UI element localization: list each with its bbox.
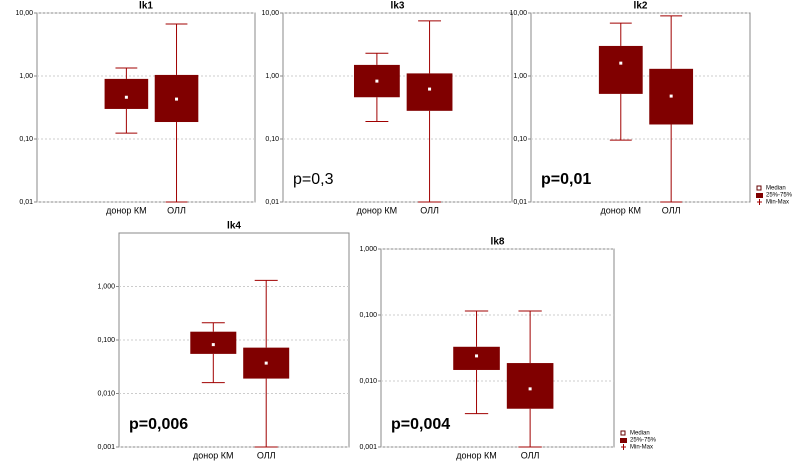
y-tick-label: 1,000 (359, 246, 377, 253)
median (124, 95, 128, 99)
x-tick-label: ОЛЛ (662, 205, 681, 215)
x-tick-label: донор КМ (357, 205, 397, 215)
legend-box-icon (620, 438, 627, 443)
y-tick-label: 0,01 (513, 199, 527, 206)
y-tick-label: 0,001 (97, 444, 115, 451)
legend-median-icon (620, 430, 626, 436)
box (104, 78, 149, 109)
median (475, 354, 479, 358)
y-tick-label: 1,000 (97, 283, 115, 290)
y-tick-label: 0,001 (359, 444, 377, 451)
y-tick-label: 0,100 (359, 312, 377, 319)
x-tick-label: донор КМ (601, 205, 641, 215)
median (264, 361, 268, 365)
y-tick-label: 0,010 (97, 390, 115, 397)
y-tick-label: 0,010 (359, 378, 377, 385)
box (190, 331, 237, 354)
x-tick-label: донор КМ (193, 450, 233, 460)
chart-title: lk4 (227, 221, 241, 232)
median (669, 94, 673, 98)
annotation: p=0,3 (293, 171, 334, 188)
legend-label: Min-Max (766, 200, 789, 206)
x-tick-label: ОЛЛ (521, 450, 540, 460)
y-tick-label: 0,01 (265, 199, 279, 206)
y-tick-label: 0,01 (19, 199, 33, 206)
annotation: p=0,01 (541, 171, 591, 188)
median (211, 343, 215, 347)
x-tick-label: ОЛЛ (420, 205, 439, 215)
chart-title: lk2 (634, 1, 648, 12)
box (453, 346, 500, 370)
plot-area (282, 12, 513, 203)
box (406, 73, 453, 111)
box (506, 363, 554, 409)
y-tick-label: 1,00 (265, 73, 279, 80)
x-tick-label: ОЛЛ (257, 450, 276, 460)
median (619, 61, 623, 65)
annotation: p=0,004 (391, 416, 450, 433)
legend-median-icon (756, 185, 762, 191)
legend-label: Median (766, 186, 786, 192)
box (598, 45, 643, 94)
legend-label: Median (630, 431, 650, 437)
median (528, 387, 532, 391)
y-tick-label: 0,10 (513, 136, 527, 143)
y-tick-label: 10,00 (509, 10, 527, 17)
median (175, 97, 179, 101)
chart-title: lk1 (139, 1, 153, 12)
y-tick-label: 1,00 (19, 73, 33, 80)
chart-title: lk8 (491, 237, 505, 248)
legend-label: 25%-75% (766, 193, 793, 199)
chart-title: lk3 (391, 1, 405, 12)
y-tick-label: 1,00 (513, 73, 527, 80)
x-tick-label: донор КМ (456, 450, 496, 460)
y-tick-label: 0,10 (265, 136, 279, 143)
legend-box-icon (756, 193, 763, 198)
legend-label: Min-Max (630, 445, 653, 451)
y-tick-label: 0,100 (97, 337, 115, 344)
y-tick-label: 0,10 (19, 136, 33, 143)
y-tick-label: 10,00 (15, 10, 33, 17)
legend-label: 25%-75% (630, 438, 657, 444)
median (375, 79, 379, 83)
y-tick-label: 10,00 (261, 10, 279, 17)
annotation: p=0,006 (129, 416, 188, 433)
x-tick-label: донор КМ (106, 205, 146, 215)
x-tick-label: ОЛЛ (167, 205, 186, 215)
median (428, 87, 432, 91)
